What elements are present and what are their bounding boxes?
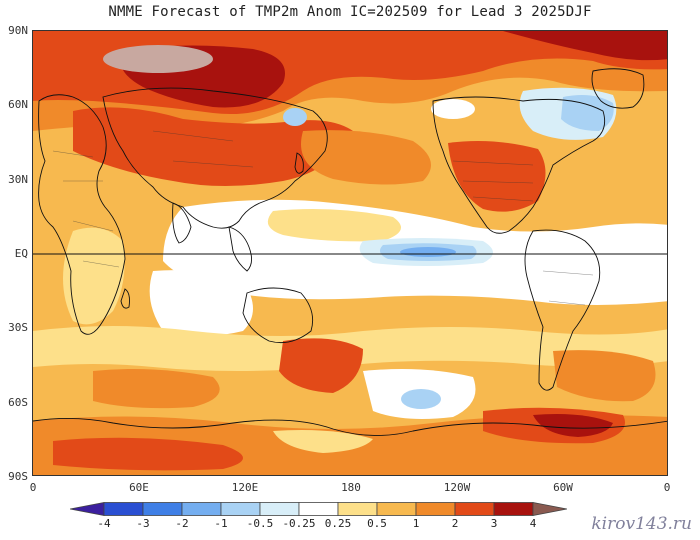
country-borders: [52, 130, 594, 306]
colorbar-tick-label: -2: [175, 517, 189, 530]
lat-label-60n: 60N: [8, 98, 28, 111]
arctic-extreme-ne: [503, 31, 667, 61]
lon-label-120e: 120E: [231, 481, 259, 494]
colorbar-segment: [415, 502, 456, 516]
antarctic-very-warm: [53, 437, 243, 471]
alaska-cool: [431, 99, 475, 119]
colorbar-segment: [220, 502, 261, 516]
lat-label-60s: 60S: [8, 396, 28, 409]
south-indian-strong: [93, 369, 220, 409]
colorbar-segment: [454, 502, 495, 516]
colorbar-segment: [298, 502, 339, 516]
lat-label-30n: 30N: [8, 173, 28, 186]
colorbar-segment: [337, 502, 378, 516]
coast-antarctica: [33, 417, 667, 436]
central-pacific-light: [267, 209, 401, 242]
colorbar-tick-label: -1: [214, 517, 228, 530]
lat-label-eq: EQ: [14, 247, 28, 260]
lon-label-120w: 120W: [443, 481, 471, 494]
south-atlantic-strong: [553, 350, 656, 402]
colorbar-tick-label: -0.5: [246, 517, 274, 530]
antarctic-extreme: [533, 414, 613, 437]
africa-light: [63, 227, 125, 325]
colorbar-tick-label: 0.5: [367, 517, 387, 530]
colorbar-arrow-high: [532, 502, 567, 516]
watermark: kirov143.ru: [591, 514, 692, 534]
ross-sea-neutral: [273, 430, 373, 453]
south-pacific-warm: [279, 338, 363, 393]
colorbar-tick-label: 0.25: [324, 517, 352, 530]
colorbar-segment: [103, 502, 144, 516]
colorbar-tick-label: 3: [490, 517, 498, 530]
usa-very-warm: [448, 141, 546, 212]
colorbar-svg: [70, 502, 567, 516]
coast-australia: [242, 287, 314, 344]
coast-india: [172, 202, 192, 244]
canada-cool: [561, 95, 614, 131]
colorbar-tick-label: 2: [451, 517, 459, 530]
lon-label-60e: 60E: [129, 481, 149, 494]
lat-label-90n: 90N: [8, 24, 28, 37]
eurasia-very-warm: [73, 107, 353, 186]
colorbar-segment: [259, 502, 300, 516]
north-pacific-strong: [301, 130, 431, 185]
colorbar-segment: [142, 502, 183, 516]
arctic-max-spot: [103, 45, 213, 73]
coast-madagascar: [120, 288, 130, 309]
colorbar-arrow-low: [70, 502, 105, 516]
colorbar-tick-label: 4: [529, 517, 537, 530]
colorbar-tick-label: 1: [412, 517, 420, 530]
coast-south-america: [524, 229, 601, 391]
lat-label-90s: 90S: [8, 470, 28, 483]
coast-north-america: [432, 96, 606, 234]
colorbar-tick-label: -4: [97, 517, 111, 530]
anomaly-map-svg: [33, 31, 667, 475]
coast-japan: [294, 152, 304, 174]
lon-label-0-right: 0: [663, 481, 671, 494]
lon-label-60w: 60W: [553, 481, 573, 494]
anomaly-map: [32, 30, 668, 476]
coastlines: [33, 68, 667, 436]
coast-asia: [102, 87, 328, 229]
colorbar-segment: [181, 502, 222, 516]
colorbar-tick-label: -0.25: [282, 517, 316, 530]
indian-ocean-neutral: [149, 270, 253, 336]
lon-label-0-left: 0: [29, 481, 37, 494]
lon-label-180: 180: [341, 481, 361, 494]
colorbar-tick-label: -3: [136, 517, 150, 530]
bering-cool: [283, 108, 307, 126]
coast-europe-africa: [38, 94, 126, 335]
la-nina-core: [400, 247, 456, 257]
coast-greenland: [591, 68, 645, 109]
colorbar-segment: [376, 502, 417, 516]
coast-southeast-asia: [228, 226, 252, 272]
colorbar-segment: [493, 502, 534, 516]
lat-label-30s: 30S: [8, 321, 28, 334]
southern-ocean-cool: [401, 389, 441, 409]
map-title: NMME Forecast of TMP2m Anom IC=202509 fo…: [108, 4, 592, 20]
